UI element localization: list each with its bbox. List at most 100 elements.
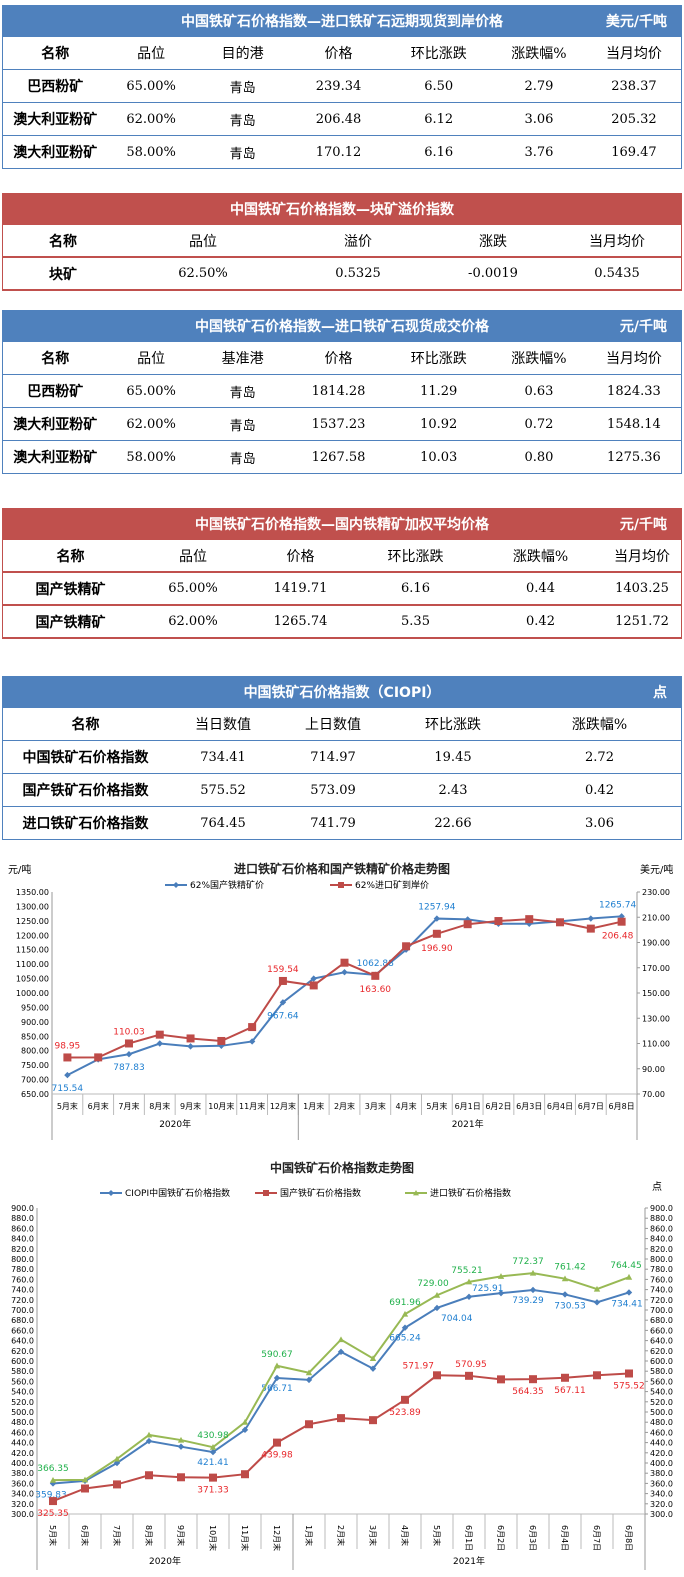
column-header: 基准港 (221, 351, 264, 367)
marker-triangle (81, 1476, 89, 1483)
x-group-label: 2021年 (452, 1118, 484, 1130)
y2-tick-label: 880.0 (650, 1214, 673, 1223)
x-tick-label: 12月末 (272, 1525, 282, 1551)
chart-title: 进口铁矿石价格和国产铁精矿价格走势图 (234, 861, 450, 876)
marker-square (248, 1023, 257, 1032)
table-row: 块矿 62.50% 0.5325 -0.0019 0.5435 (3, 258, 681, 291)
y2-tick-label: 560.0 (650, 1377, 673, 1386)
column-header: 当日数值 (195, 717, 251, 733)
y2-tick-label: 340.0 (650, 1490, 673, 1499)
table-header-row: 名称 品位 溢价 涨跌 当月均价 (3, 225, 681, 258)
x-group-label: 2020年 (159, 1118, 191, 1130)
y2-tick-label: 190.00 (642, 939, 670, 948)
marker-triangle (305, 1369, 313, 1376)
table-unit: 元/千吨 (619, 517, 667, 533)
y2-tick-label: 660.0 (650, 1326, 673, 1335)
data-label: 421.41 (197, 1458, 229, 1468)
data-label: 715.54 (52, 1084, 84, 1094)
x-tick-label: 7月末 (118, 1101, 139, 1111)
x-tick-label: 6月8日 (609, 1102, 635, 1111)
table-cell: 块矿 (49, 266, 77, 283)
column-header: 溢价 (344, 233, 372, 250)
y-tick-label: 360.0 (11, 1479, 34, 1488)
x-tick-label: 6月7日 (592, 1525, 601, 1551)
marker-diamond (64, 1071, 71, 1079)
y-tick-label: 700.0 (11, 1306, 34, 1315)
column-header: 当月均价 (614, 548, 670, 565)
table-cell: 青岛 (229, 451, 256, 467)
table-title: 中国铁矿石价格指数—国内铁精矿加权平均价格 (195, 517, 489, 533)
data-label: 206.48 (602, 932, 634, 942)
table-title-bar: 中国铁矿石价格指数—进口铁矿石远期现货到岸价格 美元/千吨 (3, 5, 681, 37)
x-tick-label: 11月末 (240, 1525, 250, 1551)
marker-square (433, 1371, 441, 1380)
y2-tick-label: 400.0 (650, 1459, 673, 1468)
y-tick-label: 480.0 (11, 1418, 34, 1427)
y-tick-label: 540.0 (11, 1388, 34, 1397)
marker-square (556, 918, 565, 927)
x-tick-label: 4月末 (396, 1101, 417, 1111)
marker-square (186, 1034, 195, 1043)
marker-triangle (401, 1310, 409, 1317)
table-cell: 巴西粉矿 (27, 79, 84, 95)
y2-tick-label: 540.0 (650, 1388, 673, 1397)
y2-tick-label: 860.0 (650, 1224, 673, 1233)
marker-diamond (433, 1304, 441, 1312)
table-cell: 2.79 (524, 78, 554, 94)
table-row: 中国铁矿石价格指数 734.41 714.97 19.45 2.72 (3, 741, 681, 774)
table-cell: 中国铁矿石价格指数 (22, 750, 149, 766)
x-tick-label: 1月末 (304, 1525, 314, 1546)
x-tick-label: 6月末 (88, 1101, 109, 1111)
table-row: 澳大利亚粉矿 62.00% 青岛 206.48 6.12 3.06 205.32 (3, 103, 681, 136)
x-tick-label: 6月2日 (496, 1525, 505, 1551)
table-cell: 764.45 (200, 815, 246, 831)
table-cell: 206.48 (315, 111, 362, 127)
x-tick-label: 6月3日 (528, 1525, 537, 1551)
y-tick-label: 680.0 (11, 1316, 34, 1325)
marker-diamond (341, 969, 348, 976)
table-cell: 2.72 (585, 749, 614, 765)
table-unit: 元/千吨 (619, 319, 667, 335)
table-cell: 169.47 (611, 144, 657, 160)
table-cell: 巴西粉矿 (27, 384, 84, 400)
table-2: 中国铁矿石价格指数—进口铁矿石现货成交价格 元/千吨 名称 品位 基准港 价格 环比涨跌 涨跌… (2, 310, 682, 474)
marker-triangle (49, 1476, 57, 1483)
y2-tick-label: 800.0 (650, 1255, 673, 1264)
table-cell: 58.00% (126, 449, 176, 465)
marker-diamond (369, 1365, 377, 1372)
x-tick-label: 5月末 (57, 1101, 78, 1111)
table-cell: 239.34 (315, 78, 362, 94)
marker-diamond (145, 1437, 153, 1445)
y2-tick-label: 640.0 (650, 1337, 673, 1346)
marker-square (432, 929, 441, 938)
y-tick-label: 650.00 (21, 1090, 49, 1099)
table-cell: 0.5435 (594, 266, 640, 281)
table-cell: 国产铁矿石价格指数 (22, 783, 149, 799)
x-tick-label: 6月4日 (560, 1525, 569, 1551)
column-header: 环比涨跌 (425, 717, 481, 733)
y2-tick-label: 230.00 (642, 888, 670, 897)
legend-label: 国产铁矿石价格指数 (280, 1187, 361, 1199)
chart-import-vs-domestic: 进口铁矿石价格和国产铁精矿价格走势图 元/吨 美元/吨 650.00 700.00 750… (0, 855, 684, 1140)
marker-square (340, 958, 349, 967)
x-tick-label: 6月3日 (516, 1102, 542, 1111)
marker-square (49, 1497, 57, 1506)
y-tick-label: 1150.00 (16, 946, 49, 955)
legend-label: 62%进口矿到岸价 (355, 879, 429, 891)
marker-square (113, 1480, 121, 1489)
marker-triangle (209, 1444, 217, 1450)
marker-square (625, 1369, 633, 1378)
x-tick-label: 6月1日 (455, 1102, 481, 1111)
table-cell: 国产铁精矿 (35, 581, 106, 598)
column-header: 价格 (286, 548, 315, 565)
table-cell: 3.76 (524, 144, 554, 160)
table-cell: 62.00% (168, 614, 218, 629)
x-tick-label: 6月2日 (485, 1102, 511, 1111)
x-tick-label: 3月末 (368, 1525, 378, 1546)
table-cell: 734.41 (200, 749, 246, 765)
marker-diamond (561, 1291, 569, 1298)
marker-triangle (177, 1436, 185, 1443)
table-cell: 6.50 (424, 78, 454, 94)
marker-square (177, 1473, 185, 1482)
table-cell: 19.45 (434, 749, 472, 765)
